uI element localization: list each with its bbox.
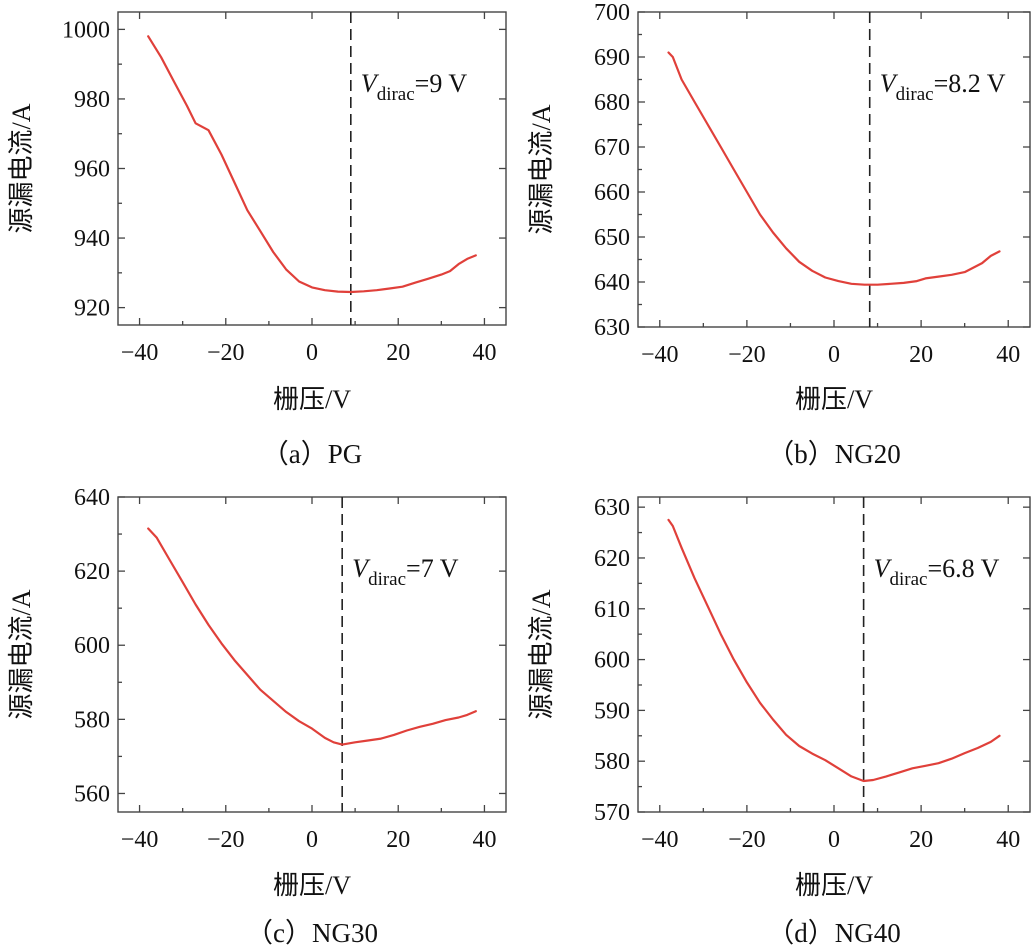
chart-panel-b: −40 −20 0 20 40 630 640 650 660 670 680 690 700 Vdira…	[527, 0, 1031, 469]
y-tick-label: 620	[74, 559, 110, 585]
dirac-symbol: V	[352, 554, 371, 583]
plot-frame	[117, 11, 507, 326]
y-tick-label: 610	[594, 597, 630, 623]
x-tick-label: 0	[828, 827, 840, 853]
y-axis-label: 源漏电流/A	[7, 103, 36, 233]
y-tick-label: 600	[594, 648, 630, 674]
series-line-NG40	[667, 518, 1001, 783]
y-axis-label: 源漏电流/A	[527, 104, 556, 234]
x-tick-label: 0	[306, 340, 318, 366]
x-tick-label: 40	[996, 342, 1020, 368]
dirac-value: =9 V	[415, 69, 468, 98]
x-tick-label: −40	[641, 342, 679, 368]
plot-frame	[117, 496, 507, 813]
panel-caption: （b）NG20	[767, 439, 901, 469]
y-tick-label: 600	[74, 633, 110, 659]
y-axis-label: 源漏电流/A	[7, 589, 36, 719]
panel-caption: （c）NG30	[246, 918, 378, 948]
panel-caption: （d）NG40	[767, 918, 901, 948]
y-tick-label: 580	[74, 707, 110, 733]
chart-panel-d: −40 −20 0 20 40 570 580 590 600 610 620 630 Vdirac=6…	[527, 495, 1031, 948]
y-tick-label: 940	[74, 226, 110, 252]
x-tick-label: −20	[207, 827, 245, 853]
chart-panel-a: −40 −20 0 20 40 920 940 960 980 1000 Vdirac=9 V 栅压/…	[7, 11, 507, 469]
x-tick-label: −20	[728, 827, 766, 853]
y-tick-label: 920	[74, 296, 110, 322]
x-tick-label: −20	[728, 342, 766, 368]
y-tick-label: 1000	[62, 17, 110, 43]
dirac-value: =7 V	[406, 554, 459, 583]
dirac-annotation: Vdirac=9 V	[361, 69, 468, 105]
y-tick-label: 640	[74, 485, 110, 511]
series-line-NG20	[667, 51, 1001, 286]
y-tick-label: 700	[594, 0, 630, 26]
y-tick-label: 640	[594, 270, 630, 296]
y-tick-label: 630	[594, 315, 630, 341]
dirac-subscript: dirac	[896, 84, 934, 105]
x-tick-label: 0	[828, 342, 840, 368]
x-tick-label: 0	[306, 827, 318, 853]
y-tick-label: 680	[594, 90, 630, 116]
dirac-value: =8.2 V	[934, 69, 1006, 98]
y-tick-label: 980	[74, 87, 110, 113]
y-tick-label: 670	[594, 135, 630, 161]
y-tick-label: 630	[594, 495, 630, 521]
dirac-subscript: dirac	[890, 569, 928, 590]
x-axis-label: 栅压/V	[795, 871, 873, 900]
x-tick-label: 20	[386, 827, 410, 853]
x-tick-label: −40	[121, 827, 159, 853]
x-axis-label: 栅压/V	[273, 871, 351, 900]
dirac-value: =6.8 V	[927, 554, 999, 583]
dirac-annotation: Vdirac=6.8 V	[874, 554, 1000, 590]
y-tick-label: 960	[74, 157, 110, 183]
y-tick-label: 570	[594, 800, 630, 826]
dirac-annotation: Vdirac=8.2 V	[880, 69, 1006, 105]
y-tick-label: 660	[594, 180, 630, 206]
x-axis-label: 栅压/V	[273, 385, 351, 414]
x-tick-label: 20	[909, 342, 933, 368]
dirac-subscript: dirac	[377, 84, 415, 105]
dirac-subscript: dirac	[368, 569, 406, 590]
y-tick-label: 620	[594, 546, 630, 572]
dirac-symbol: V	[361, 69, 380, 98]
dirac-symbol: V	[874, 554, 893, 583]
dirac-annotation: Vdirac=7 V	[352, 554, 459, 590]
x-tick-label: 40	[472, 340, 496, 366]
y-tick-label: 650	[594, 225, 630, 251]
x-axis-label: 栅压/V	[795, 385, 873, 414]
x-tick-label: −20	[207, 340, 245, 366]
series-line-PG	[147, 35, 477, 294]
chart-panel-c: −40 −20 0 20 40 560 580 600 620 640 Vdirac=7 V 栅压/V…	[7, 485, 507, 948]
x-tick-label: 40	[996, 827, 1020, 853]
x-tick-label: 20	[909, 827, 933, 853]
x-tick-label: −40	[121, 340, 159, 366]
y-tick-label: 690	[594, 45, 630, 71]
y-tick-label: 590	[594, 698, 630, 724]
panel-caption: （a）PG	[262, 439, 363, 469]
x-tick-label: 40	[472, 827, 496, 853]
x-tick-label: 20	[386, 340, 410, 366]
y-tick-label: 580	[594, 749, 630, 775]
y-tick-label: 560	[74, 781, 110, 807]
x-tick-label: −40	[641, 827, 679, 853]
y-axis-label: 源漏电流/A	[527, 589, 556, 719]
series-line-NG30	[147, 527, 477, 746]
dirac-symbol: V	[880, 69, 899, 98]
